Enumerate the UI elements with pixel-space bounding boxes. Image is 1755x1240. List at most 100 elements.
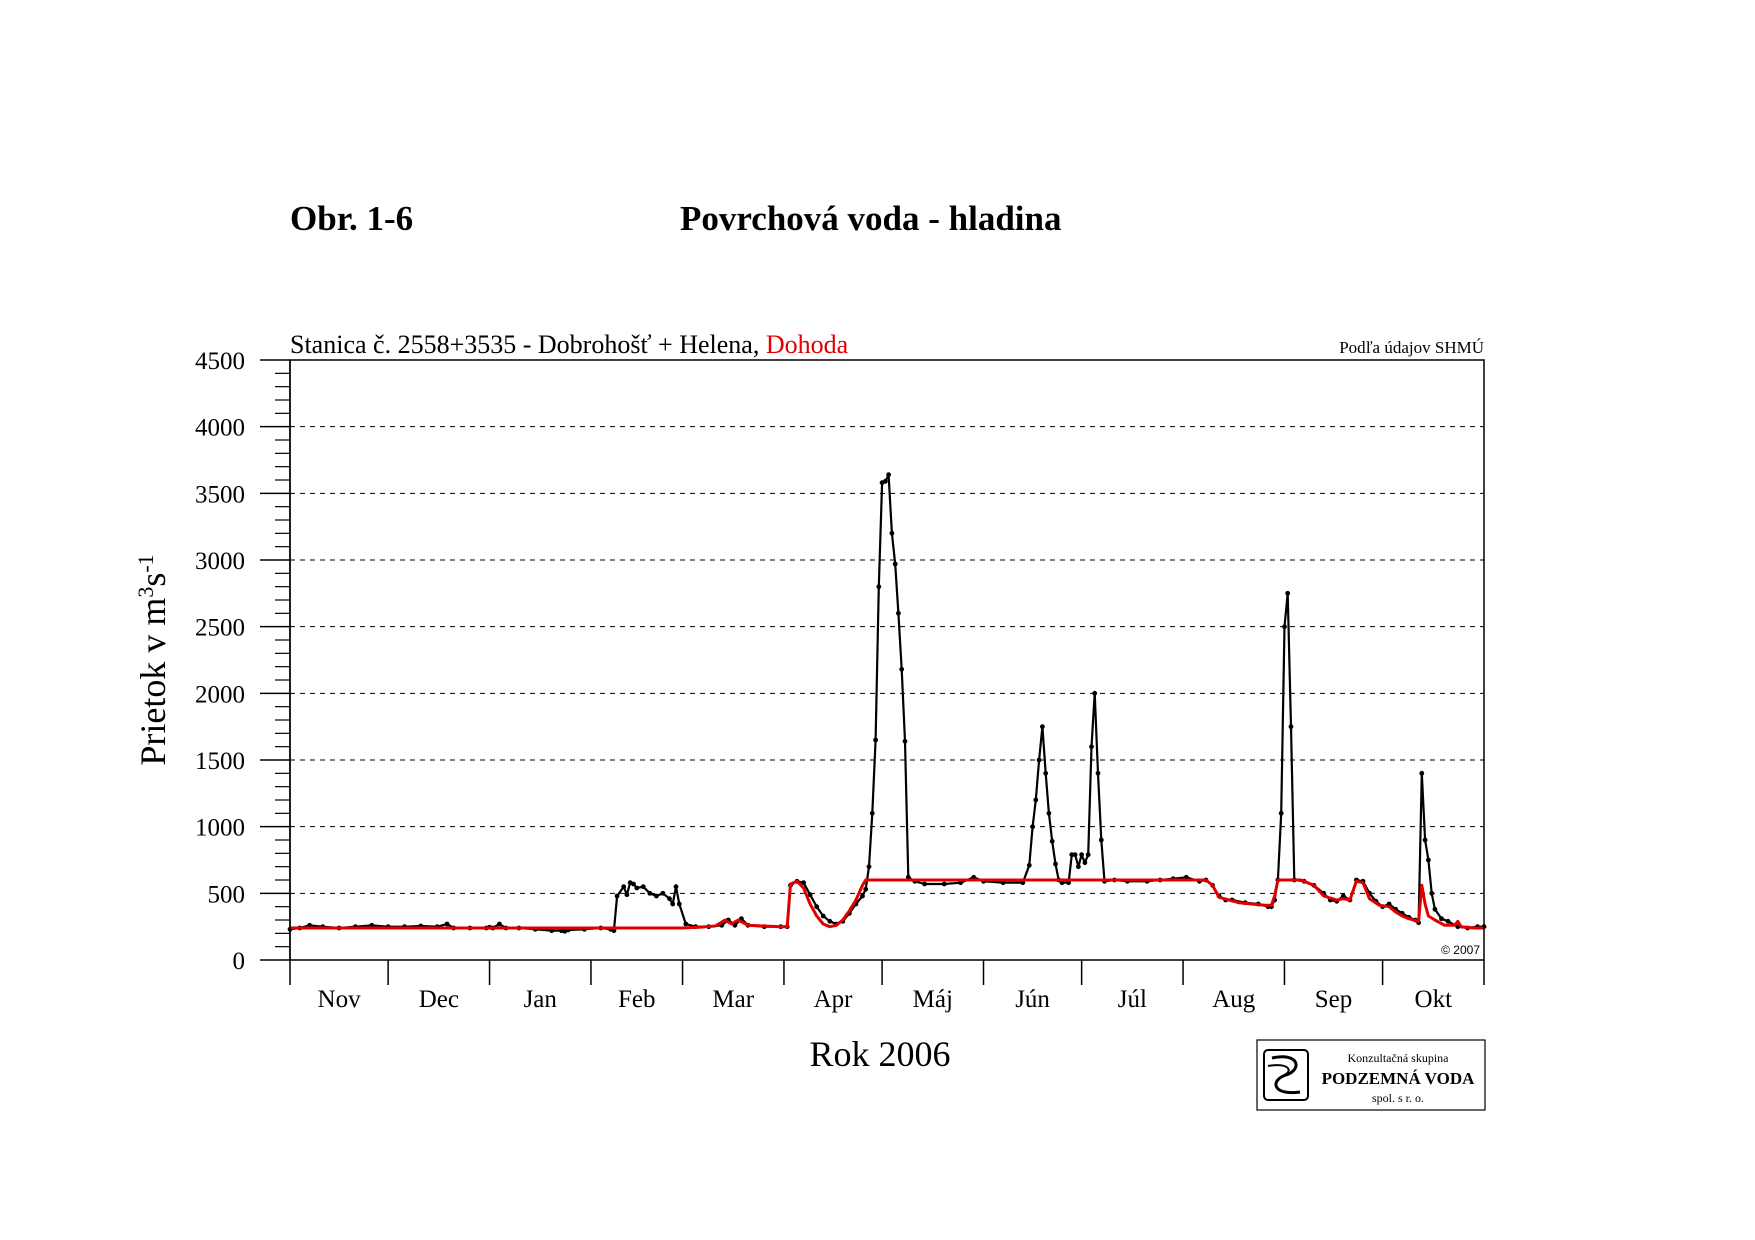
data-point [640,884,646,890]
y-axis-label: Prietok v m3s-1 [133,554,174,765]
chart-subtitle-highlight: Dohoda [766,330,849,359]
x-tick-label: Apr [814,986,854,1013]
y-tick-label: 500 [208,881,246,908]
data-point [866,864,872,870]
data-point [1076,864,1081,870]
data-point [1095,770,1101,776]
data-point [1082,860,1088,866]
data-point [1092,690,1098,696]
data-point [820,913,826,919]
data-point [647,890,653,896]
data-point [899,666,905,672]
data-point [634,885,640,891]
data-point [654,893,659,899]
data-point [444,921,450,927]
data-point [1053,861,1058,867]
data-point [1036,757,1042,763]
data-point [922,881,927,887]
data-point [497,921,502,927]
y-axis-label-sup1: 3 [133,587,158,598]
data-point [1046,810,1052,816]
data-point [1089,744,1094,750]
y-axis-label-mid: s [133,573,173,587]
y-tick-label: 1000 [195,815,245,842]
data-point [1432,906,1438,912]
data-point [1422,837,1428,843]
logo-frame [1256,1039,1486,1111]
x-tick-label: Júl [1118,986,1147,1013]
y-axis: 0 500 1000 1500 2000 2500 3000 3500 4000 4500 [195,348,291,975]
x-tick-label: Sep [1315,986,1353,1013]
data-point [1049,838,1055,844]
data-point [683,921,689,927]
data-point [1079,852,1084,858]
x-tick-label: Mar [712,986,754,1013]
x-axis: Nov Dec Jan Feb Mar Apr Máj Jún Júl Aug Sep Okt [289,960,1485,1013]
data-point [869,810,875,816]
data-point [667,896,672,902]
x-axis-label: Rok 2006 [809,1034,950,1074]
data-point [1026,862,1032,868]
data-point [1426,857,1431,863]
figure-title: Povrchová voda - hladina [680,199,1062,238]
source-note: Podľa údajov SHMÚ [1339,338,1484,357]
figure-number: Obr. 1-6 [290,199,413,238]
data-point [1085,852,1091,858]
data-point [971,874,977,880]
data-point [902,738,908,744]
data-point [1429,890,1435,896]
data-point [673,884,679,890]
data-point [1098,837,1104,843]
grid [290,426,1484,894]
data-point [676,901,682,907]
x-tick-label: Okt [1415,986,1453,1013]
y-tick-label: 3000 [195,548,245,575]
data-point [883,478,888,484]
data-point [896,610,901,616]
copyright-note: © 2007 [1441,943,1480,957]
data-point [1043,770,1049,776]
x-tick-label: Aug [1212,986,1256,1013]
logo-line2: PODZEMNÁ VODA [1322,1069,1476,1088]
data-point [941,881,947,887]
data-point [905,874,911,880]
data-point [1282,624,1287,630]
logo-line1: Konzultačná skupina [1348,1051,1450,1065]
y-tick-label: 4000 [195,415,245,442]
data-point [621,884,627,890]
company-logo: Konzultačná skupina PODZEMNÁ VODA spol. … [1256,1039,1486,1111]
x-tick-label: Dec [419,986,459,1013]
series [287,472,1487,934]
data-point [876,584,882,590]
data-point [873,737,878,743]
data-point [801,880,806,886]
x-tick-label: Jan [524,986,558,1013]
data-point [1278,810,1284,816]
x-tick-label: Feb [618,986,656,1013]
chart-subtitle: Stanica č. 2558+3535 - Dobrohošť + Helen… [290,330,849,359]
series-line [289,473,1484,933]
data-point [670,901,676,907]
logo-line3: spol. s r. o. [1372,1091,1424,1105]
data-point [1072,852,1078,858]
data-point [827,918,833,924]
data-point [624,892,630,898]
data-point [1033,797,1039,803]
chart-subtitle-prefix: Stanica č. 2558+3535 - Dobrohošť + Helen… [290,330,766,359]
y-axis-label-sup2: -1 [133,554,158,572]
data-point [660,890,666,896]
data-point [369,922,375,928]
y-tick-label: 2000 [195,681,245,708]
series-line [290,878,1484,930]
data-point [889,530,895,536]
y-tick-label: 1500 [195,748,245,775]
y-tick-label: 2500 [195,615,245,642]
data-point [860,893,865,899]
data-point [1030,824,1035,830]
y-axis-label-main: Prietok v m [133,598,173,766]
data-point [886,472,891,478]
data-point [614,893,620,899]
data-point [307,922,312,928]
data-point [892,561,898,567]
